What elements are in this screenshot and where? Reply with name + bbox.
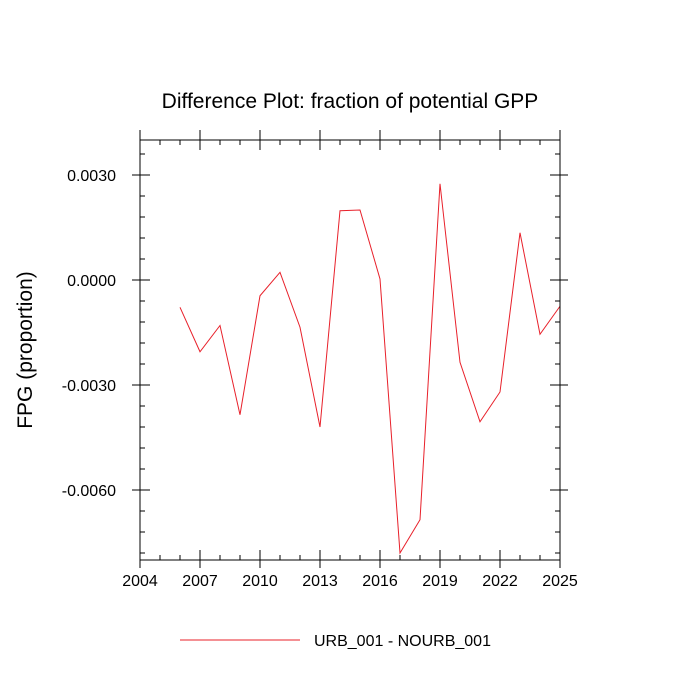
axis-ticks [132,130,568,568]
x-tick-label: 2019 [422,573,458,590]
y-tick-label: -0.0060 [62,483,116,500]
x-tick-label: 2010 [242,573,278,590]
legend-label: URB_001 - NOURB_001 [314,633,491,650]
legend: URB_001 - NOURB_001 [180,633,491,650]
x-tick-label: 2013 [302,573,338,590]
y-tick-label: -0.0030 [62,378,116,395]
plot-frame [139,139,561,561]
x-tick-label: 2025 [542,573,578,590]
series-line [179,183,561,555]
x-tick-label: 2007 [182,573,218,590]
x-tick-label: 2016 [362,573,398,590]
x-tick-label: 2022 [482,573,518,590]
plot-series [179,183,561,555]
y-tick-label: 0.0030 [67,168,116,185]
chart-title: Difference Plot: fraction of potential G… [162,90,539,113]
y-axis-title: FPG (proportion) [14,271,37,429]
y-tick-label: 0.0000 [67,273,116,290]
axis-tick-labels: 2004 2007 2010 2013 2016 2019 2022 2025 0.0030 0.… [62,168,578,590]
x-tick-label: 2004 [122,573,158,590]
